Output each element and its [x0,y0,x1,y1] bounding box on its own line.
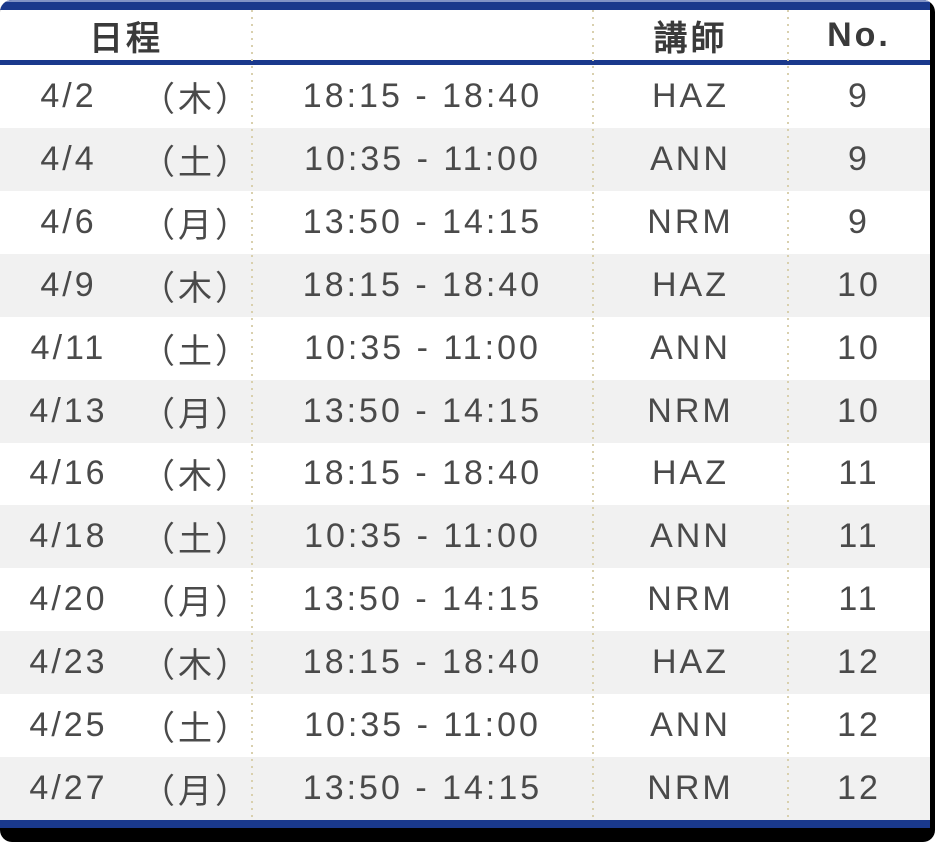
date-value: 4/16 [29,454,108,493]
table-row: 4/20 （月） 13:50 - 14:15 NRM 11 [0,568,930,632]
date-cell: 4/16 （木） [0,443,252,506]
date-cell: 4/18 （土） [0,505,252,568]
column-header-time [252,10,593,60]
time-cell: 18:15 - 18:40 [302,643,543,682]
date-value: 4/13 [29,391,108,430]
date-cell: 4/11 （土） [0,317,252,380]
weekday-value: （月） [141,206,252,245]
no-cell: 12 [837,706,881,745]
instructor-cell: ANN [650,139,731,178]
column-divider-icon [787,10,789,820]
date-cell: 4/13 （月） [0,380,252,443]
no-cell: 9 [848,139,870,178]
instructor-cell: NRM [647,202,734,241]
weekday-value: （土） [141,332,252,371]
table-row: 4/13 （月） 13:50 - 14:15 NRM 10 [0,379,930,443]
no-cell: 10 [837,328,881,367]
weekday-value: （木） [141,647,252,686]
time-cell: 13:50 - 14:15 [302,580,543,619]
table-top-border [0,0,930,10]
instructor-cell: HAZ [652,265,729,304]
date-value: 4/11 [30,328,107,367]
date-value: 4/20 [29,580,108,619]
no-cell: 11 [838,454,880,493]
date-cell: 4/20 （月） [0,568,252,631]
no-cell: 10 [837,265,881,304]
no-cell: 9 [848,202,870,241]
weekday-value: （木） [141,80,252,119]
weekday-value: （土） [141,710,252,749]
time-cell: 18:15 - 18:40 [302,265,543,304]
table-row: 4/9 （木） 18:15 - 18:40 HAZ 10 [0,253,930,317]
header-divider [0,60,930,65]
date-value: 4/9 [40,265,97,304]
date-value: 4/4 [40,139,97,178]
time-cell: 10:35 - 11:00 [304,706,541,745]
column-header-instructor: 講師 [653,19,728,58]
time-cell: 18:15 - 18:40 [302,454,543,493]
table-row: 4/16 （木） 18:15 - 18:40 HAZ 11 [0,442,930,506]
weekday-value: （月） [141,773,252,812]
weekday-value: （月） [141,395,252,434]
instructor-cell: NRM [647,580,734,619]
column-header-no: No. [827,15,891,54]
time-cell: 13:50 - 14:15 [302,202,543,241]
weekday-value: （土） [141,143,252,182]
instructor-cell: ANN [650,706,731,745]
weekday-value: （木） [141,269,252,308]
instructor-cell: NRM [647,769,734,808]
date-value: 4/6 [40,202,97,241]
date-value: 4/23 [29,643,108,682]
table-header-row: 日程 講師 No. [0,10,930,60]
no-cell: 12 [837,643,881,682]
date-cell: 4/4 （土） [0,128,252,191]
instructor-cell: HAZ [652,454,729,493]
time-cell: 10:35 - 11:00 [304,139,541,178]
table-row: 4/23 （木） 18:15 - 18:40 HAZ 12 [0,631,930,695]
column-divider-icon [592,10,594,820]
table-row: 4/18 （土） 10:35 - 11:00 ANN 11 [0,505,930,569]
no-cell: 9 [848,76,870,115]
table-row: 4/25 （土） 10:35 - 11:00 ANN 12 [0,694,930,758]
time-cell: 10:35 - 11:00 [304,517,541,556]
column-header-date: 日程 [89,19,163,58]
date-cell: 4/25 （土） [0,694,252,757]
no-cell: 11 [838,580,880,619]
weekday-value: （土） [141,521,252,560]
date-value: 4/27 [29,769,108,808]
date-value: 4/25 [29,706,108,745]
no-cell: 10 [837,391,881,430]
instructor-cell: ANN [650,517,731,556]
time-cell: 13:50 - 14:15 [302,391,543,430]
table-row: 4/4 （土） 10:35 - 11:00 ANN 9 [0,127,930,191]
date-value: 4/18 [29,517,108,556]
date-cell: 4/23 （木） [0,631,252,694]
table-row: 4/2 （木） 18:15 - 18:40 HAZ 9 [0,65,930,128]
table-row: 4/6 （月） 13:50 - 14:15 NRM 9 [0,190,930,254]
date-cell: 4/6 （月） [0,191,252,254]
table-row: 4/27 （月） 13:50 - 14:15 NRM 12 [0,757,930,821]
time-cell: 18:15 - 18:40 [302,76,543,115]
date-cell: 4/27 （月） [0,757,252,820]
no-cell: 12 [837,769,881,808]
schedule-table: 日程 講師 No. 4/2 （木） 18:15 - 18:40 HAZ 9 4/4 （土） 1… [0,0,930,828]
instructor-cell: HAZ [652,76,729,115]
weekday-value: （月） [141,584,252,623]
time-cell: 10:35 - 11:00 [304,328,541,367]
weekday-value: （木） [141,458,252,497]
instructor-cell: ANN [650,328,731,367]
table-body: 4/2 （木） 18:15 - 18:40 HAZ 9 4/4 （土） 10:35 - 11:… [0,65,930,821]
instructor-cell: HAZ [652,643,729,682]
table-bottom-border [0,820,930,828]
table-row: 4/11 （土） 10:35 - 11:00 ANN 10 [0,316,930,380]
instructor-cell: NRM [647,391,734,430]
date-cell: 4/9 （木） [0,254,252,317]
no-cell: 11 [838,517,880,556]
date-cell: 4/2 （木） [0,65,252,128]
date-value: 4/2 [40,76,97,115]
column-divider-icon [251,10,253,820]
time-cell: 13:50 - 14:15 [302,769,543,808]
